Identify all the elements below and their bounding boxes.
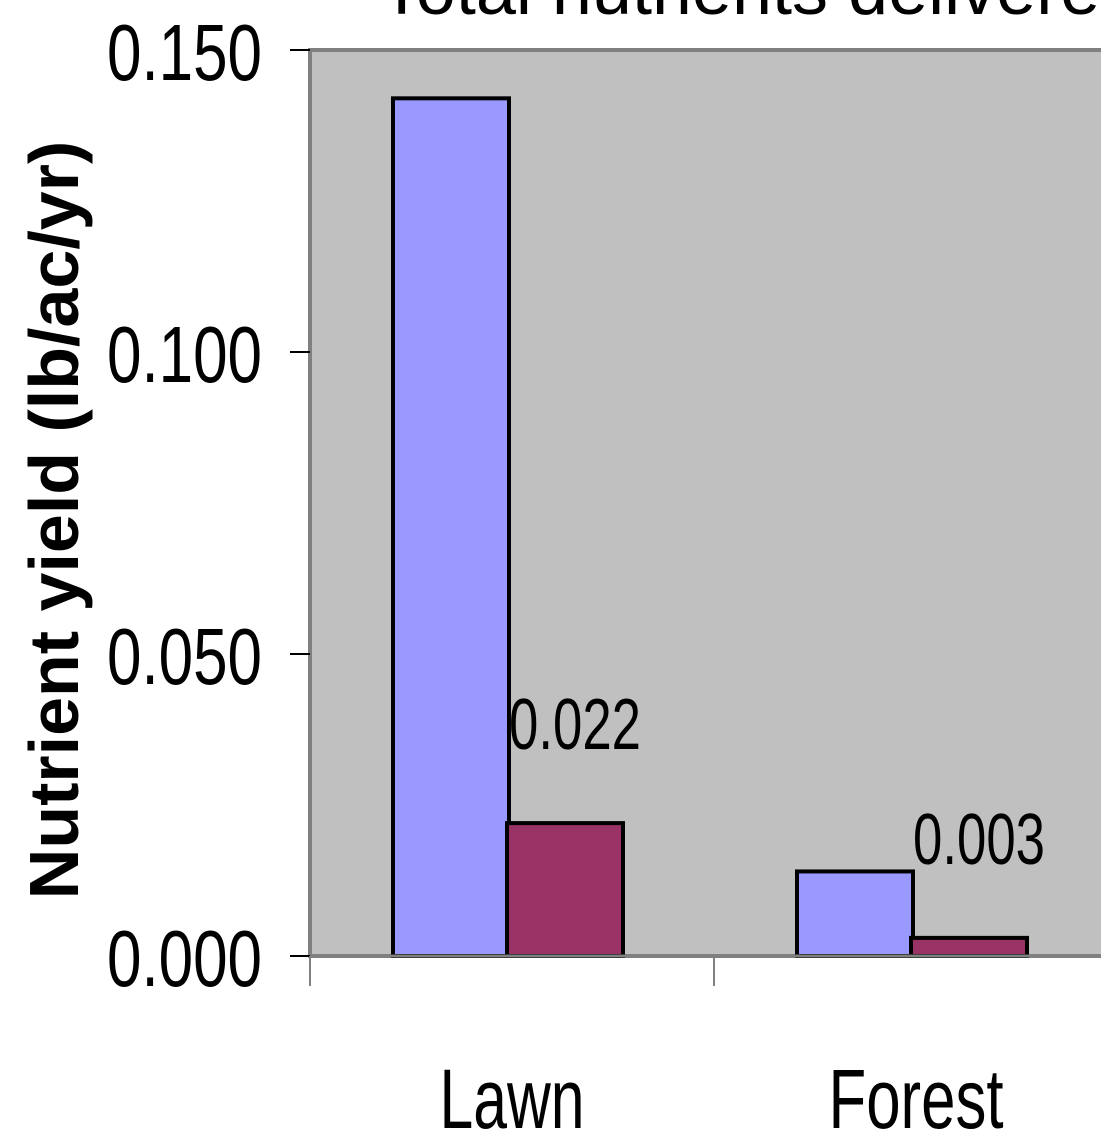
axes-group — [290, 49, 1101, 986]
data-label: 0.003 — [913, 800, 1045, 880]
bar-lawn-series-2 — [505, 821, 625, 958]
bar-forest-series-2 — [909, 935, 1029, 959]
y-tick-label: 0.000 — [107, 914, 262, 1003]
data-label: 0.022 — [509, 685, 641, 765]
bar-lawn-series-1 — [391, 96, 511, 958]
y-tick-label: 0.050 — [107, 612, 262, 701]
y-axis-title: Nutrient yield (lb/ac/yr) — [15, 141, 93, 899]
x-category-label: Lawn — [440, 1052, 585, 1136]
labels-group: 0.150 0.100 0.050 0.000 0.022 Lawn 0.003 Forest — [107, 8, 1045, 1136]
x-category-label: Forest — [829, 1052, 1004, 1136]
y-tick-label: 0.100 — [107, 310, 262, 399]
chart-title: Total nutrients delivered — [380, 0, 1101, 30]
y-tick-label: 0.150 — [107, 8, 262, 97]
bar-forest-series-1 — [795, 869, 915, 958]
